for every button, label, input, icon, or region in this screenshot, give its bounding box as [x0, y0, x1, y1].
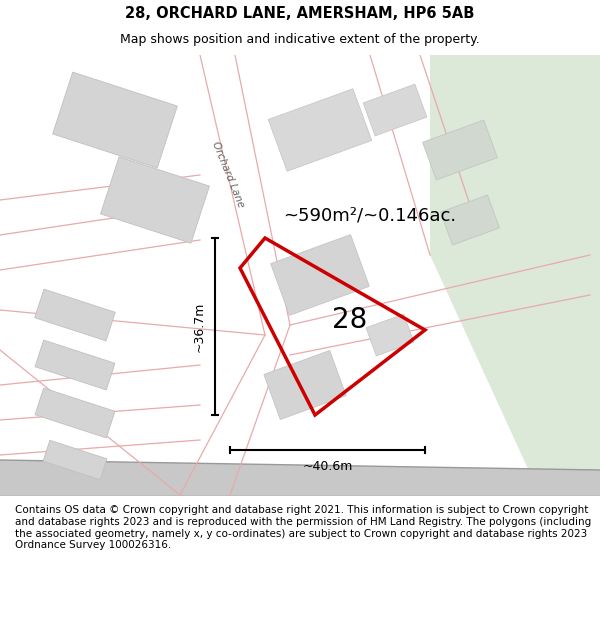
- Text: Map shows position and indicative extent of the property.: Map shows position and indicative extent…: [120, 33, 480, 46]
- Polygon shape: [264, 351, 346, 419]
- Polygon shape: [43, 440, 107, 480]
- Text: ~40.6m: ~40.6m: [302, 459, 353, 472]
- Polygon shape: [53, 72, 178, 168]
- Polygon shape: [440, 195, 499, 245]
- Text: 28: 28: [332, 306, 368, 334]
- Polygon shape: [422, 120, 497, 180]
- Polygon shape: [35, 388, 115, 438]
- Polygon shape: [271, 234, 370, 316]
- Polygon shape: [363, 84, 427, 136]
- Polygon shape: [366, 314, 414, 356]
- Polygon shape: [430, 55, 600, 495]
- Text: ~590m²/~0.146ac.: ~590m²/~0.146ac.: [283, 206, 457, 224]
- Text: 28, ORCHARD LANE, AMERSHAM, HP6 5AB: 28, ORCHARD LANE, AMERSHAM, HP6 5AB: [125, 6, 475, 21]
- Polygon shape: [101, 157, 209, 243]
- Polygon shape: [268, 89, 371, 171]
- Polygon shape: [0, 460, 600, 495]
- Text: ~36.7m: ~36.7m: [193, 301, 205, 352]
- Text: Orchard Lane: Orchard Lane: [210, 141, 246, 209]
- Text: Contains OS data © Crown copyright and database right 2021. This information is : Contains OS data © Crown copyright and d…: [15, 506, 591, 550]
- Polygon shape: [35, 289, 115, 341]
- Polygon shape: [35, 340, 115, 390]
